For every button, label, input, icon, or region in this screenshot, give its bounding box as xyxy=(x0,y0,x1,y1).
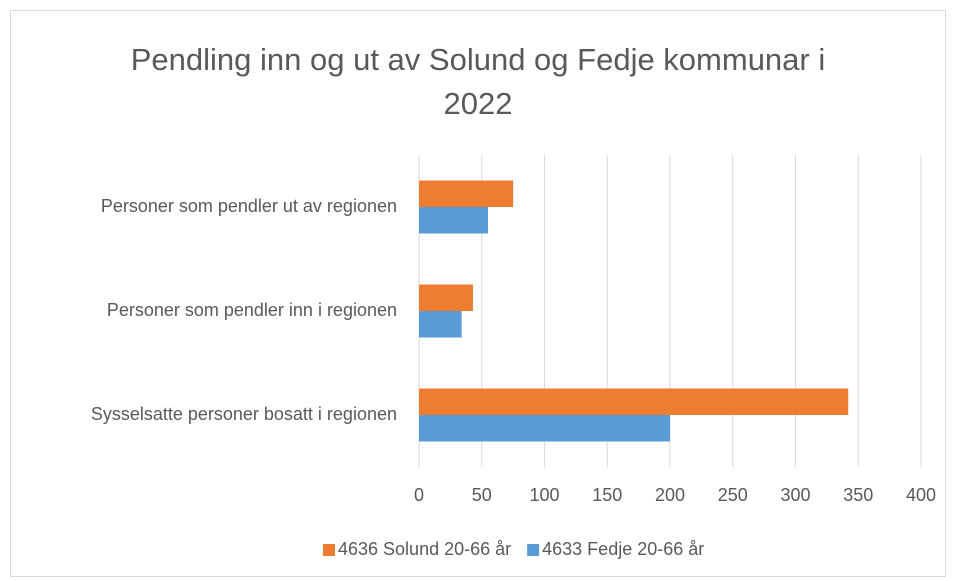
bar xyxy=(419,207,489,234)
x-tick-label: 0 xyxy=(414,485,424,505)
y-tick-label: Personer som pendler inn i regionen xyxy=(107,300,397,320)
x-tick-label: 350 xyxy=(843,485,873,505)
legend-label: 4636 Solund 20-66 år xyxy=(338,539,511,559)
x-tick-label: 150 xyxy=(592,485,622,505)
x-tick-label: 300 xyxy=(780,485,810,505)
bar xyxy=(419,415,670,442)
x-tick-label: 100 xyxy=(529,485,559,505)
legend-label: 4633 Fedje 20-66 år xyxy=(542,539,704,559)
legend-swatch xyxy=(527,544,540,556)
y-tick-label: Sysselsatte personer bosatt i regionen xyxy=(91,404,397,424)
y-tick-label: Personer som pendler ut av regionen xyxy=(101,196,397,216)
x-tick-label: 200 xyxy=(655,485,685,505)
legend-swatch xyxy=(323,544,335,556)
chart-border xyxy=(10,10,946,577)
bar xyxy=(419,284,473,311)
x-tick-label: 250 xyxy=(718,485,748,505)
bar xyxy=(419,388,849,415)
x-tick-label: 400 xyxy=(906,485,936,505)
chart-title: Pendling inn og ut av Solund og Fedje ko… xyxy=(130,42,826,121)
x-tick-label: 50 xyxy=(472,485,492,505)
bar xyxy=(419,311,462,338)
bar xyxy=(419,180,514,207)
